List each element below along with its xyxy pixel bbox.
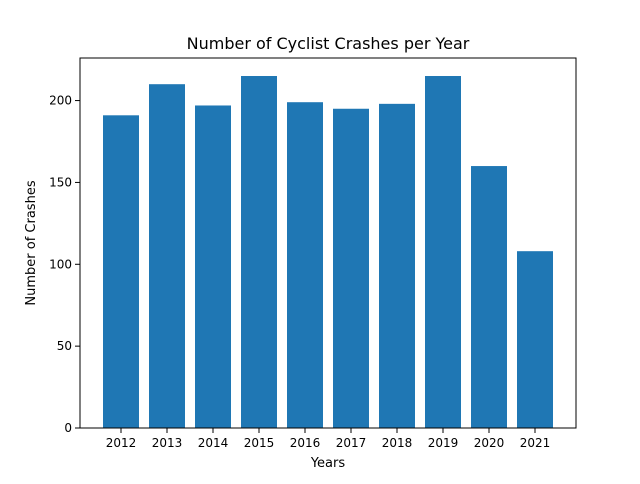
bar-2015 (241, 76, 277, 428)
x-axis-ticks: 2012 2013 2014 2015 2016 2017 2018 2019 2020 2021 (106, 428, 551, 450)
bar-2012 (103, 115, 139, 428)
bar-2019 (425, 76, 461, 428)
x-tick-label-2015: 2015 (244, 436, 275, 450)
bar-2013 (149, 84, 185, 428)
y-tick-label-200: 200 (49, 94, 72, 108)
y-tick-label-150: 150 (49, 175, 72, 189)
y-axis-ticks: 0 50 100 150 200 (49, 94, 80, 435)
bar-2021 (517, 251, 553, 428)
x-tick-label-2019: 2019 (428, 436, 459, 450)
x-axis-label: Years (310, 456, 346, 471)
x-tick-label-2016: 2016 (290, 436, 321, 450)
y-tick-label-50: 50 (57, 339, 72, 353)
x-tick-label-2017: 2017 (336, 436, 367, 450)
bars-group (103, 76, 553, 429)
plot-frame (79, 57, 577, 429)
y-axis-label: Number of Crashes (24, 180, 39, 305)
x-tick-label-2020: 2020 (474, 436, 505, 450)
y-tick-label-0: 0 (64, 421, 72, 435)
x-tick-label-2021: 2021 (520, 436, 551, 450)
chart-title: Number of Cyclist Crashes per Year (187, 34, 470, 53)
bar-2017 (333, 108, 369, 429)
x-tick-label-2013: 2013 (152, 436, 183, 450)
bar-2016 (287, 102, 323, 428)
x-tick-label-2012: 2012 (106, 436, 137, 450)
bar-2020 (471, 166, 507, 428)
y-tick-label-100: 100 (49, 257, 72, 271)
x-tick-label-2018: 2018 (382, 436, 413, 450)
x-tick-label-2014: 2014 (198, 436, 229, 450)
bar-2014 (195, 105, 231, 428)
bar-2018 (379, 103, 415, 429)
